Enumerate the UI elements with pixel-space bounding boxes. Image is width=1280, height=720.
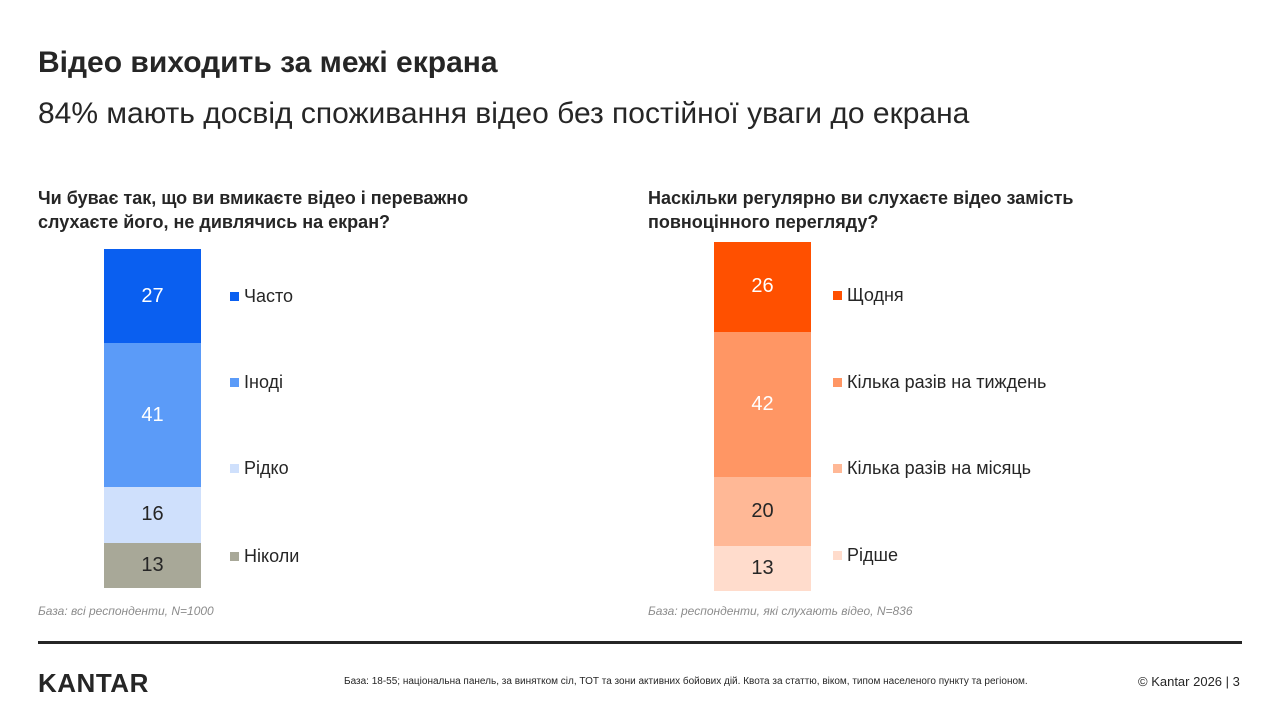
legend-label: Ніколи [244,546,300,566]
data-label: 16 [141,503,164,526]
legend-swatch [230,552,239,561]
legend-swatch [230,464,239,473]
legend-label: Кілька разів на місяць [847,458,1032,478]
bar-segment-1: 27 [104,249,201,344]
legend-item: Часто [230,286,293,307]
bar-segment-4: 13 [714,546,811,591]
legend-item: Рідко [230,458,289,479]
logo-letter-k: K [38,668,58,698]
data-label: 13 [751,557,774,580]
legend-swatch [833,291,842,300]
bar-segment-2: 41 [104,343,201,487]
data-label: 27 [141,284,164,307]
data-label: 42 [751,392,774,415]
bar-segment-3: 16 [104,486,201,543]
legend-swatch [833,378,842,387]
legend-item: Рідше [833,545,898,566]
legend-label: Рідше [847,545,898,565]
legend-item: Кілька разів на тиждень [833,372,1046,393]
data-label: 41 [141,403,164,426]
legend-item: Іноді [230,372,283,393]
legend-label: Рідко [244,458,289,478]
bar-segment-2: 42 [714,331,811,477]
legend-label: Часто [244,286,294,306]
page-subtitle: 84% мають досвід споживання відео без по… [38,97,970,130]
legend-swatch [833,551,842,560]
chart-1-title: Чи буває так, що ви вмикаєте відео і пер… [38,188,469,232]
footer-sample-note: База: 18-55; національна панель, за виня… [344,676,1028,687]
footer-copyright: © Kantar 2026 | 3 [1138,674,1240,689]
data-label: 13 [141,553,164,576]
legend-swatch [833,464,842,473]
kantar-logo: KANTAR [38,668,149,699]
page-title: Відео виходить за межі екрана [38,46,498,79]
legend-label: Кілька разів на тиждень [847,372,1047,392]
chart-2-title: Наскільки регулярно ви слухаєте відео за… [648,188,1074,232]
legend-item: Ніколи [230,546,299,567]
legend-label: Щодня [847,285,904,305]
stacked-bar-chart-2: 26 Щодня 42 Кілька разів на тиждень 20 Кілька… [714,242,1046,591]
chart-1-base-note: База: всі респонденти, N=1000 [38,604,214,618]
bar-segment-4: 13 [104,542,201,588]
data-label: 26 [751,275,774,298]
footer-divider [38,641,1242,644]
legend-label: Іноді [244,372,284,392]
logo-text: ANTAR [57,668,149,698]
bar-segment-3: 20 [714,476,811,547]
bar-segment-1: 26 [714,242,811,332]
data-label: 20 [751,500,774,523]
chart-2-base-note: База: респонденти, які слухають відео, N… [648,604,913,618]
legend-item: Кілька разів на місяць [833,458,1031,479]
legend-swatch [230,378,239,387]
stacked-bar-chart-1: 27 Часто 41 Іноді 16 Рідко 13 Ніколи [0,0,640,640]
legend-swatch [230,292,239,301]
legend-item: Щодня [833,285,904,306]
